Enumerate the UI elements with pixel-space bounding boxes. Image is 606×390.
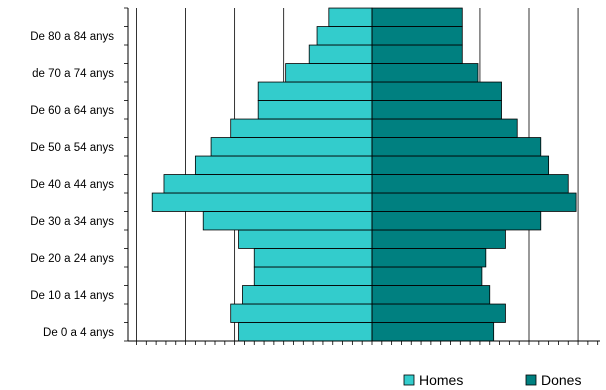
bar-homes-35-39 <box>151 192 373 212</box>
y-tick-label: De 20 a 24 anys <box>30 253 114 265</box>
y-tick-label: De 50 a 54 anys <box>30 142 114 154</box>
bar-dones-20-24 <box>371 248 487 268</box>
bar-homes-40-44 <box>163 174 373 194</box>
y-tick-label: De 30 a 34 anys <box>30 216 114 228</box>
bar-homes-5-9 <box>230 303 373 323</box>
bar-homes-85+ <box>328 7 373 27</box>
bar-dones-5-9 <box>371 303 506 323</box>
category-axis-labels: De 0 a 4 anys De 10 a 14 anys De 20 a 24 a… <box>30 31 114 339</box>
bar-homes-75-79 <box>308 44 373 64</box>
bar-dones-80-84 <box>371 26 463 46</box>
bar-homes-0-4 <box>238 322 373 342</box>
bar-dones-60-64 <box>371 100 502 120</box>
y-tick-label: De 0 a 4 anys <box>43 327 114 339</box>
bar-homes-50-54 <box>210 137 373 157</box>
y-tick-label: de 70 a 74 anys <box>32 68 114 80</box>
bar-homes-15-19 <box>253 266 373 286</box>
bar-homes-55-59 <box>230 118 373 138</box>
bars <box>151 7 577 342</box>
y-tick-label: De 10 a 14 anys <box>30 290 114 302</box>
bar-homes-20-24 <box>253 248 373 268</box>
bar-dones-35-39 <box>371 192 577 212</box>
bar-homes-30-34 <box>202 211 373 231</box>
bar-dones-40-44 <box>371 174 569 194</box>
bar-dones-85+ <box>371 7 463 27</box>
legend-label-homes: Homes <box>419 372 463 388</box>
bar-dones-10-14 <box>371 285 491 305</box>
bar-dones-70-74 <box>371 63 479 83</box>
bar-homes-80-84 <box>316 26 373 46</box>
legend: Homes Dones <box>403 372 581 388</box>
axes <box>124 7 600 345</box>
legend-label-dones: Dones <box>541 372 581 388</box>
bar-homes-45-49 <box>194 155 373 175</box>
bar-dones-65-69 <box>371 81 502 101</box>
y-tick-label: De 60 a 64 anys <box>30 105 114 117</box>
bar-homes-70-74 <box>285 63 373 83</box>
bar-homes-10-14 <box>242 285 373 305</box>
y-tick-label: De 40 a 44 anys <box>30 179 114 191</box>
y-tick-label: De 80 a 84 anys <box>30 31 114 43</box>
bar-dones-45-49 <box>371 155 550 175</box>
bar-dones-15-19 <box>371 266 483 286</box>
bar-homes-65-69 <box>257 81 373 101</box>
bar-homes-25-29 <box>238 229 373 249</box>
legend-swatch-homes <box>403 374 415 386</box>
bar-dones-30-34 <box>371 211 542 231</box>
bar-dones-0-4 <box>371 322 495 342</box>
bar-dones-50-54 <box>371 137 542 157</box>
bar-dones-55-59 <box>371 118 518 138</box>
bar-dones-75-79 <box>371 44 463 64</box>
legend-swatch-dones <box>525 374 537 386</box>
bar-homes-60-64 <box>257 100 373 120</box>
bar-dones-25-29 <box>371 229 506 249</box>
